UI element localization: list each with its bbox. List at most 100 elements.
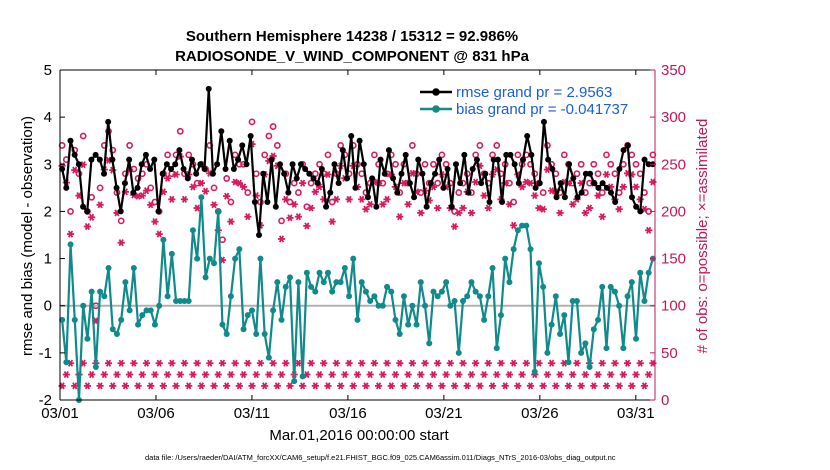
obs-assimilated-point [117,239,125,247]
obs-possible-point [79,132,87,140]
bias-point [341,265,348,271]
rmse-point [96,156,103,163]
obs-assimilated-point [442,370,450,379]
bias-point [67,241,74,248]
obs-assimilated-point [623,359,632,367]
axes: 03/01 03/06 03/11 03/16 03/21 03/26 03/31 -2 -1 0… [39,62,686,422]
obs-possible-point [67,208,74,215]
bias-point [219,321,226,328]
obs-possible-point [248,118,256,126]
rmse-point [624,142,631,149]
obs-assimilated-point [151,370,159,379]
rmse-point [88,156,95,163]
rmse-point [285,189,292,196]
bias-point [459,298,466,304]
obs-assimilated-point [151,218,159,226]
legend-rmse-label: rmse grand pr = 2.9563 [456,84,612,101]
bias-point [135,321,142,328]
obs-assimilated-point [497,359,505,367]
rmse-point [603,184,610,191]
rmse-point [633,203,640,210]
rmse-point [566,161,573,168]
obs-assimilated-point [189,370,197,379]
obs-possible-point [176,127,184,135]
obs-assimilated-point [615,382,623,390]
obs-assimilated-point [138,370,146,379]
obs-assimilated-point [197,179,205,187]
rmse-point [402,151,409,158]
obs-assimilated-point [62,370,70,379]
obs-assimilated-point [548,359,556,367]
obs-assimilated-point [556,209,564,217]
obs-possible-point [223,175,231,182]
obs-assimilated-point [100,370,108,379]
rmse-point [406,180,413,187]
obs-assimilated-point [611,359,619,367]
rmse-point [373,203,380,210]
obs-assimilated-point [522,359,530,367]
rmse-point [281,170,288,177]
obs-assimilated-point [446,359,454,367]
rmse-point [138,161,145,168]
obs-assimilated-point [493,370,501,379]
obs-assimilated-point [218,359,227,367]
bias-point [603,345,610,352]
obs-possible-point [324,151,332,159]
rmse-point [591,180,598,187]
y-tick-label: 2 [44,203,52,220]
rmse-point [268,156,275,163]
bias-point [569,298,576,304]
obs-assimilated-point [366,370,374,379]
bias-point [122,279,129,286]
obs-possible-point [434,179,442,187]
obs-possible-point [227,198,235,206]
bias-point [531,368,538,375]
obs-assimilated-point [328,218,336,226]
obs-assimilated-point [619,183,627,191]
obs-assimilated-point [126,370,134,379]
bias-point [143,307,150,314]
rmse-point [352,184,359,191]
obs-assimilated-point [476,382,484,390]
obs-assimilated-point [632,183,640,191]
bias-point [628,279,635,286]
bias-point [599,283,606,290]
rmse-point [507,151,514,158]
x-axis-label: Mar.01,2016 00:00:00 start [269,427,449,444]
obs-assimilated-point [227,218,235,226]
bias-point [194,255,201,262]
bias-point [168,250,175,257]
bias-point [396,331,403,337]
obs-assimilated-point [235,382,243,390]
obs-assimilated-point [210,382,218,390]
bias-point [633,335,640,342]
obs-assimilated-point [332,359,340,367]
rmse-point [235,156,242,163]
bias-point [80,302,87,309]
obs-assimilated-point [375,382,383,390]
obs-assimilated-point [88,370,96,379]
rmse-point [126,156,133,163]
bias-point [464,293,471,300]
rmse-point [499,199,506,205]
obs-assimilated-point [180,359,189,367]
rmse-point [113,184,120,191]
rmse-point [469,166,476,172]
obs-assimilated-point [134,382,142,390]
obs-assimilated-point [320,359,328,367]
obs-assimilated-point [324,382,332,390]
rmse-point [147,166,154,172]
rmse-point [574,194,581,201]
bias-point [388,288,395,295]
rmse-point [616,166,623,172]
y-right-tick-label: 350 [661,62,686,79]
bias-point [434,293,441,300]
bias-point [354,316,361,323]
bias-point [164,293,171,300]
rmse-point [570,175,577,182]
obs-assimilated-point [358,359,366,367]
obs-assimilated-point [459,359,467,367]
obs-assimilated-point [417,209,425,217]
bias-point [413,321,420,328]
obs-assimilated-point [189,183,197,191]
